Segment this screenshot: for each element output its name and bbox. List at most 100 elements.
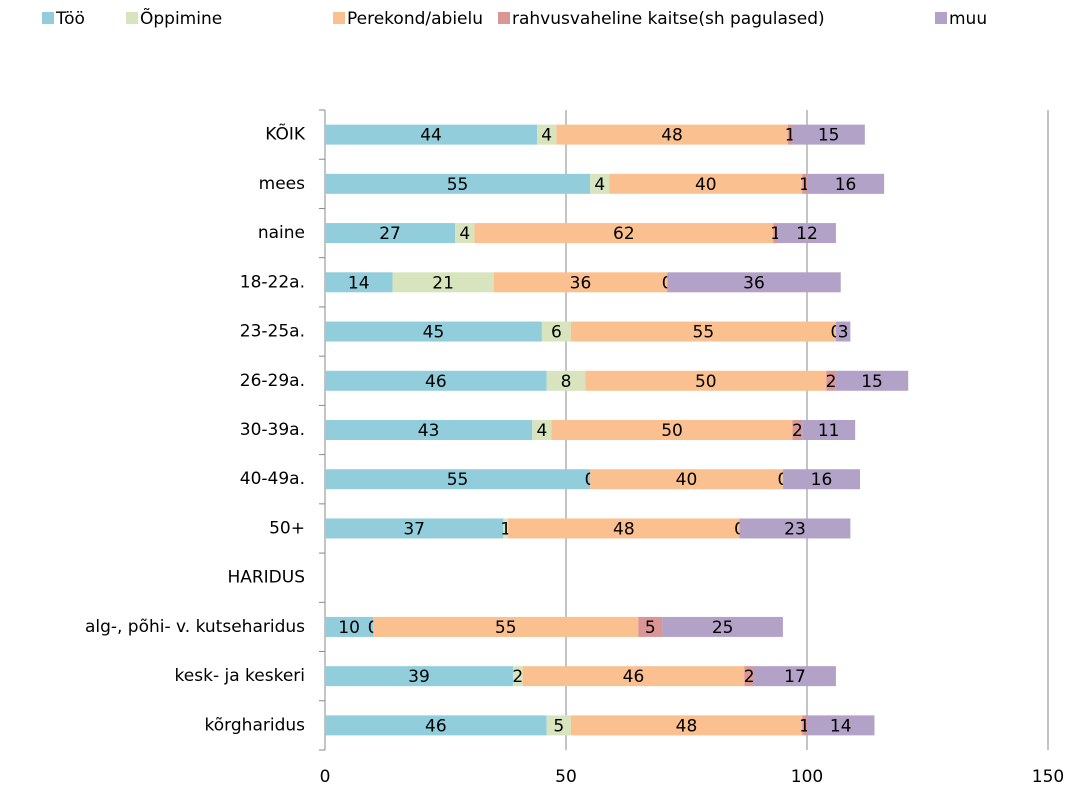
legend-label: rahvusvaheline kaitse(sh pagulased) xyxy=(512,9,825,29)
bar-segment xyxy=(325,518,504,539)
y-tick-label: 18-22a. xyxy=(240,272,305,292)
bar-segment xyxy=(570,715,803,736)
data-label: 36 xyxy=(570,273,592,293)
data-label: 48 xyxy=(676,716,698,736)
x-tick-label: 50 xyxy=(555,767,577,787)
bar-segment xyxy=(537,124,557,145)
data-label: 1 xyxy=(799,175,810,195)
y-tick-label: 40-49a. xyxy=(240,469,305,489)
y-tick-label: HARIDUS xyxy=(227,568,305,588)
data-label: 46 xyxy=(623,667,645,687)
bar-segment xyxy=(551,420,793,440)
data-label: 40 xyxy=(695,175,717,195)
y-tick-label: 50+ xyxy=(269,518,305,538)
data-label: 48 xyxy=(613,519,635,539)
data-label: 55 xyxy=(447,470,469,490)
bar-segment xyxy=(744,666,754,687)
data-label: 12 xyxy=(796,224,818,244)
y-tick-label: kesk- ja keskeri xyxy=(175,666,305,686)
bar-segment xyxy=(512,666,523,687)
data-label: 8 xyxy=(561,372,572,392)
data-label: 55 xyxy=(693,323,715,343)
bar-segment xyxy=(373,616,639,637)
data-label: 16 xyxy=(811,470,833,490)
legend-label: Õppimine xyxy=(140,7,222,29)
data-label: 23 xyxy=(784,519,806,539)
data-label: 1 xyxy=(770,224,781,244)
data-label: 55 xyxy=(447,175,469,195)
data-label: 48 xyxy=(661,126,683,146)
bar-segment xyxy=(546,715,571,736)
data-label: 36 xyxy=(743,273,765,293)
bar-segment xyxy=(325,370,547,391)
data-label: 2 xyxy=(826,372,837,392)
bar-segment xyxy=(782,469,861,490)
bar-segment xyxy=(503,518,509,539)
bar-segment xyxy=(590,469,783,490)
bar-segment xyxy=(325,666,513,687)
bar-segment xyxy=(546,370,586,391)
bar-segment xyxy=(570,321,836,342)
legend-swatch xyxy=(333,12,345,24)
bar-segment xyxy=(455,223,475,244)
data-label: 39 xyxy=(408,667,430,687)
bar-segment xyxy=(609,173,803,194)
bar-segment xyxy=(835,370,909,391)
data-label: 40 xyxy=(676,470,698,490)
data-label: 27 xyxy=(379,224,401,244)
legend-label: Perekond/abielu xyxy=(347,9,483,29)
bar-segment xyxy=(325,124,538,145)
bar-segment xyxy=(807,173,885,194)
legend-swatch xyxy=(935,12,947,24)
bar-segment xyxy=(325,272,393,293)
x-tick-label: 100 xyxy=(791,767,823,787)
bar-segment xyxy=(792,124,865,145)
bar-segment xyxy=(802,420,856,440)
bar-segment xyxy=(585,370,827,391)
data-label: 1 xyxy=(799,716,810,736)
bar-segment xyxy=(325,715,547,736)
data-label: 46 xyxy=(425,372,447,392)
data-label: 4 xyxy=(541,126,552,146)
bar-segment xyxy=(835,321,851,342)
y-tick-label: KÕIK xyxy=(265,123,306,145)
bar-segment xyxy=(541,321,571,342)
y-tick-label: 23-25a. xyxy=(240,322,305,342)
data-label: 1 xyxy=(785,126,796,146)
data-label: 3 xyxy=(838,323,849,343)
bar-segment xyxy=(325,616,374,637)
bar-segment xyxy=(739,518,851,539)
bar-segment xyxy=(325,173,591,194)
bar-segment xyxy=(325,223,456,244)
data-label: 4 xyxy=(536,421,547,441)
bar-segment xyxy=(807,715,875,736)
data-label: 5 xyxy=(553,716,564,736)
bar-segment xyxy=(792,420,803,440)
data-label: 46 xyxy=(425,716,447,736)
x-tick-label: 150 xyxy=(1032,767,1064,787)
bar-segment xyxy=(802,173,807,194)
bar-segment xyxy=(826,370,836,391)
data-label: 14 xyxy=(348,273,370,293)
data-label: 10 xyxy=(338,618,360,638)
data-label: 16 xyxy=(835,175,857,195)
bar-segment xyxy=(556,124,788,145)
y-tick-label: naine xyxy=(258,223,305,243)
bar-segment xyxy=(474,223,774,244)
data-label: 43 xyxy=(418,421,440,441)
legend-label: muu xyxy=(949,9,987,29)
data-label: 17 xyxy=(784,667,806,687)
bar-segment xyxy=(493,272,668,293)
bar-segment xyxy=(325,469,591,490)
bar-segment xyxy=(773,223,779,244)
bar-segment xyxy=(787,124,793,145)
bar-segment xyxy=(392,272,494,293)
bar-segment xyxy=(590,173,610,194)
y-tick-label: 26-29a. xyxy=(240,371,305,391)
data-label: 11 xyxy=(818,421,840,441)
data-label: 55 xyxy=(495,618,517,638)
bar-segment xyxy=(508,518,740,539)
data-label: 2 xyxy=(512,667,523,687)
data-label: 50 xyxy=(695,372,717,392)
bar-segment xyxy=(802,715,807,736)
